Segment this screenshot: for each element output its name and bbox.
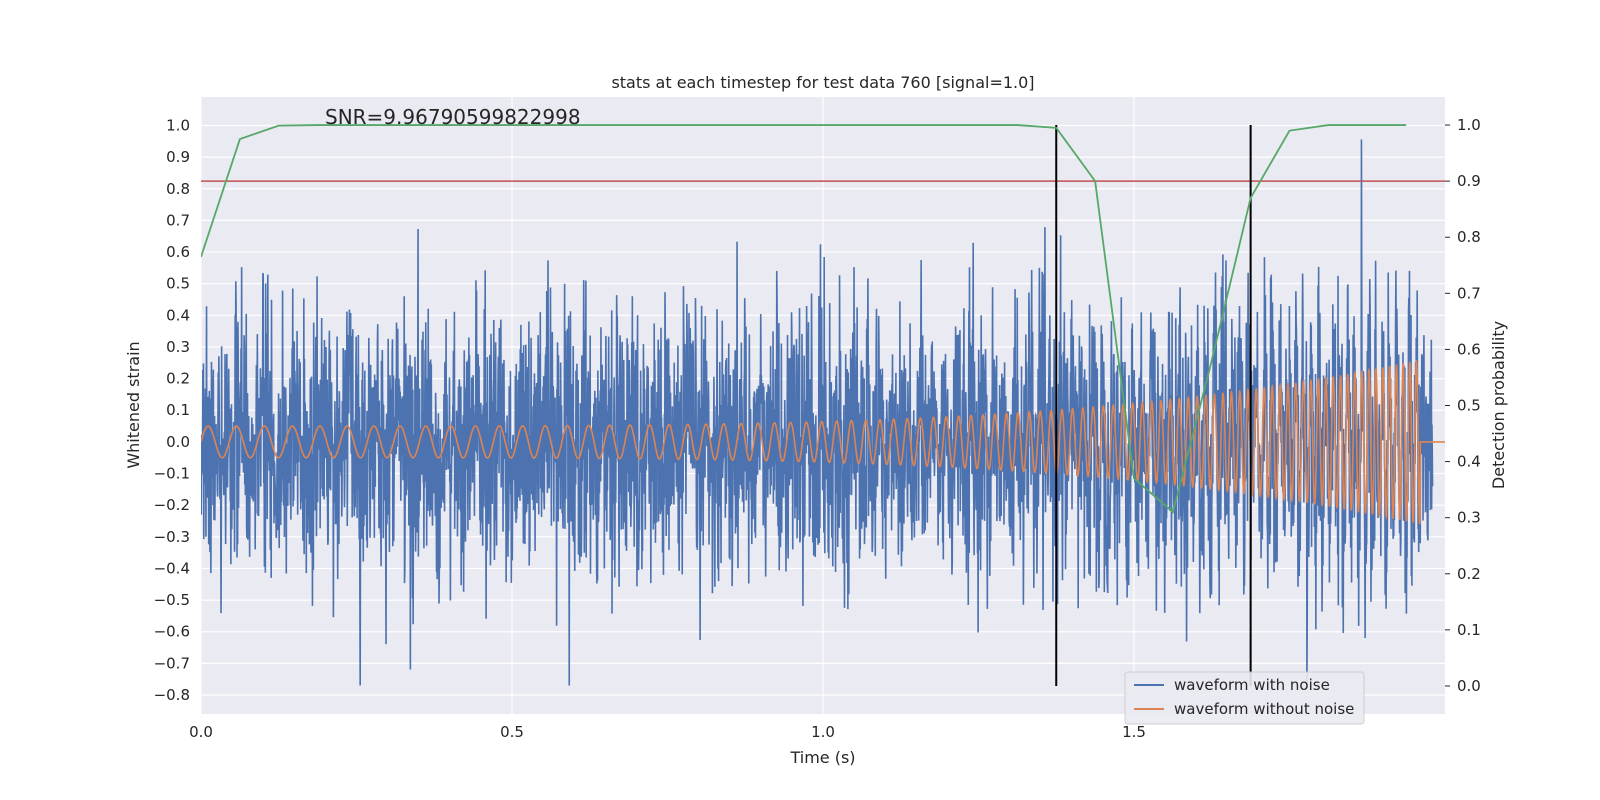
y-tick-label: 0.5 xyxy=(166,275,190,293)
y2-tick-label: 0.2 xyxy=(1457,565,1481,583)
y2-tick-label: 1.0 xyxy=(1457,116,1481,134)
x-tick-label: 0.0 xyxy=(189,723,213,741)
y2-tick-label: 0.4 xyxy=(1457,453,1481,471)
legend-label-noise: waveform with noise xyxy=(1174,676,1330,694)
y2-axis-ticks: 1.0 0.9 0.8 0.7 0.6 0.5 0.4 0.3 0.2 0.1 0.0 xyxy=(1445,116,1481,695)
y-tick-label: 1.0 xyxy=(166,116,190,134)
y-tick-label: 0.8 xyxy=(166,180,190,198)
y-tick-label: −0.6 xyxy=(154,623,190,641)
y2-tick-label: 0.0 xyxy=(1457,677,1481,695)
series-waveform-without-noise xyxy=(201,360,1445,525)
x-axis-label: Time (s) xyxy=(789,748,855,767)
y2-tick-label: 0.1 xyxy=(1457,621,1481,639)
y-tick-label: 0.4 xyxy=(166,306,190,324)
y2-tick-label: 0.8 xyxy=(1457,228,1481,246)
legend-label-clean: waveform without noise xyxy=(1174,700,1354,718)
x-tick-label: 1.5 xyxy=(1122,723,1146,741)
y2-tick-label: 0.7 xyxy=(1457,284,1481,302)
legend-box xyxy=(1124,671,1365,725)
y-tick-label: 0.2 xyxy=(166,370,190,388)
y-tick-label: 0.3 xyxy=(166,338,190,356)
series-detection-probability xyxy=(201,124,1407,514)
y2-axis-label: Detection probability xyxy=(1489,321,1508,489)
y-tick-label: 0.1 xyxy=(166,401,190,419)
y-tick-label: −0.2 xyxy=(154,496,190,514)
x-tick-label: 1.0 xyxy=(811,723,835,741)
y-tick-label: −0.7 xyxy=(154,654,190,672)
vertical-markers xyxy=(1055,125,1252,686)
y-tick-label: −0.4 xyxy=(154,559,190,577)
y-tick-label: 0.9 xyxy=(166,148,190,166)
y2-tick-label: 0.3 xyxy=(1457,509,1481,527)
y-tick-label: −0.5 xyxy=(154,591,190,609)
snr-annotation: SNR=9.96790599822998 xyxy=(325,105,581,129)
y-tick-label: −0.3 xyxy=(154,528,190,546)
legend: waveform with noise waveform without noi… xyxy=(1124,671,1365,725)
y-tick-label: −0.8 xyxy=(154,686,190,704)
y-tick-label: −0.1 xyxy=(154,465,190,483)
y-tick-label: 0.6 xyxy=(166,243,190,261)
y2-tick-label: 0.5 xyxy=(1457,397,1481,415)
y-tick-label: 0.0 xyxy=(166,433,190,451)
y-axis-label: Whitened strain xyxy=(124,341,143,468)
y-tick-label: 0.7 xyxy=(166,211,190,229)
x-axis-ticks: 0.0 0.5 1.0 1.5 xyxy=(189,723,1146,741)
x-tick-label: 0.5 xyxy=(500,723,524,741)
y2-tick-label: 0.9 xyxy=(1457,172,1481,190)
y-axis-ticks: 1.0 0.9 0.8 0.7 0.6 0.5 0.4 0.3 0.2 0.1 0.0 −0.1 −0.… xyxy=(154,116,190,704)
chart-title: stats at each timestep for test data 760… xyxy=(611,73,1034,92)
y2-tick-label: 0.6 xyxy=(1457,340,1481,358)
